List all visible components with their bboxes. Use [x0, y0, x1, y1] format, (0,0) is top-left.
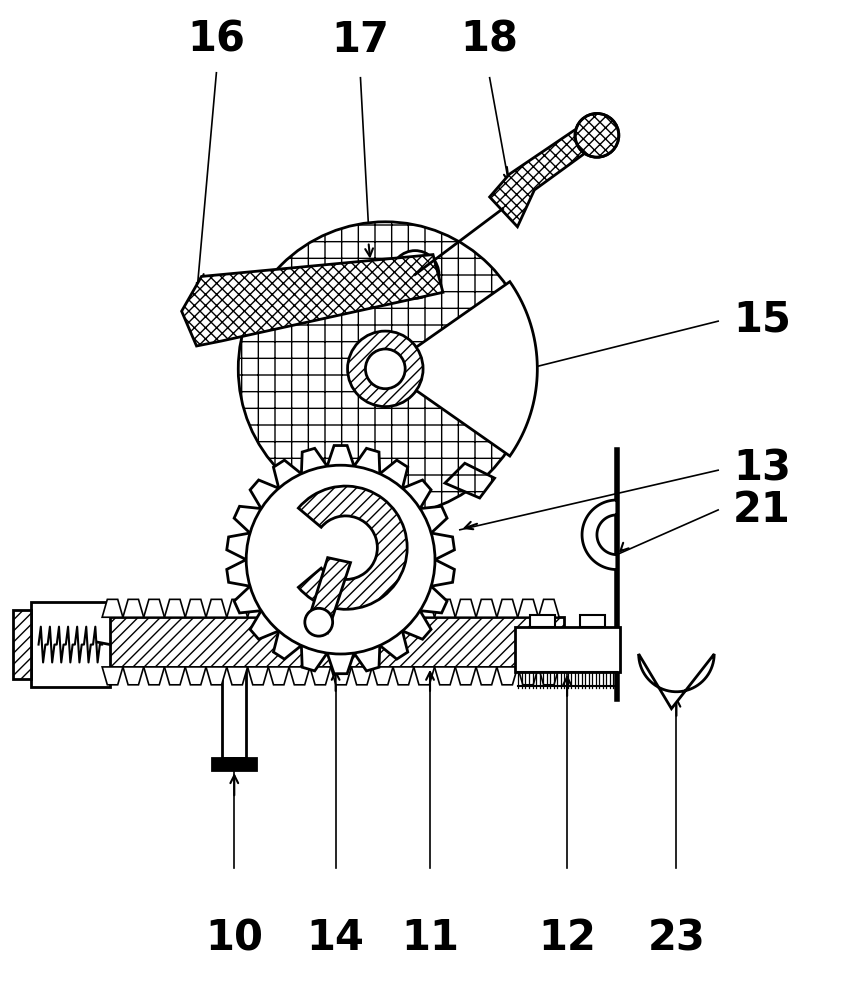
Text: 16: 16 — [187, 19, 245, 61]
Circle shape — [575, 113, 619, 157]
Text: 23: 23 — [648, 917, 706, 959]
Bar — [13, 610, 30, 679]
Polygon shape — [331, 667, 352, 685]
Polygon shape — [385, 282, 537, 456]
Polygon shape — [310, 667, 331, 685]
Polygon shape — [476, 599, 497, 617]
Polygon shape — [372, 599, 393, 617]
Polygon shape — [227, 599, 248, 617]
Polygon shape — [268, 667, 289, 685]
Wedge shape — [299, 486, 407, 609]
Bar — [223, 667, 246, 758]
Polygon shape — [268, 599, 289, 617]
Polygon shape — [206, 599, 227, 617]
Polygon shape — [123, 667, 144, 685]
Circle shape — [347, 331, 423, 407]
Polygon shape — [518, 599, 539, 617]
Text: 10: 10 — [205, 917, 263, 959]
Polygon shape — [456, 599, 476, 617]
Polygon shape — [497, 667, 518, 685]
Polygon shape — [539, 667, 559, 685]
Polygon shape — [435, 599, 456, 617]
Text: 21: 21 — [733, 489, 791, 531]
Polygon shape — [289, 667, 310, 685]
Polygon shape — [518, 667, 539, 685]
Polygon shape — [185, 667, 206, 685]
Polygon shape — [102, 599, 123, 617]
Polygon shape — [185, 599, 206, 617]
Polygon shape — [539, 599, 559, 617]
Circle shape — [246, 465, 435, 654]
Bar — [13, 610, 30, 679]
Polygon shape — [165, 599, 185, 617]
Bar — [30, 602, 110, 687]
Bar — [515, 627, 620, 672]
Polygon shape — [310, 599, 331, 617]
Polygon shape — [414, 599, 435, 617]
Bar — [97, 617, 564, 667]
Polygon shape — [227, 667, 248, 685]
Text: 12: 12 — [538, 917, 596, 959]
Bar — [580, 615, 604, 627]
Text: 11: 11 — [401, 917, 459, 959]
Polygon shape — [102, 667, 123, 685]
Polygon shape — [393, 667, 414, 685]
Polygon shape — [445, 463, 494, 498]
Circle shape — [365, 349, 405, 389]
Circle shape — [238, 222, 533, 516]
Polygon shape — [414, 667, 435, 685]
Polygon shape — [456, 667, 476, 685]
Text: 17: 17 — [332, 19, 390, 61]
Polygon shape — [476, 667, 497, 685]
Polygon shape — [182, 255, 443, 346]
Text: 14: 14 — [307, 917, 365, 959]
Circle shape — [391, 251, 439, 298]
Polygon shape — [352, 667, 372, 685]
Polygon shape — [311, 558, 351, 632]
Polygon shape — [123, 599, 144, 617]
Bar — [530, 615, 555, 627]
Polygon shape — [352, 599, 372, 617]
Polygon shape — [489, 122, 599, 227]
Polygon shape — [393, 599, 414, 617]
Text: 13: 13 — [733, 447, 791, 489]
Circle shape — [305, 608, 333, 636]
Polygon shape — [144, 599, 165, 617]
Text: 15: 15 — [733, 298, 791, 340]
Polygon shape — [248, 599, 268, 617]
Polygon shape — [497, 599, 518, 617]
Bar — [212, 758, 256, 770]
Polygon shape — [289, 599, 310, 617]
Polygon shape — [144, 667, 165, 685]
Polygon shape — [227, 446, 455, 674]
Polygon shape — [582, 500, 617, 570]
Bar — [97, 617, 564, 667]
Polygon shape — [435, 667, 456, 685]
Text: 18: 18 — [461, 19, 519, 61]
Polygon shape — [248, 667, 268, 685]
Polygon shape — [372, 667, 393, 685]
Polygon shape — [331, 599, 352, 617]
Polygon shape — [165, 667, 185, 685]
Polygon shape — [206, 667, 227, 685]
Polygon shape — [638, 654, 714, 709]
